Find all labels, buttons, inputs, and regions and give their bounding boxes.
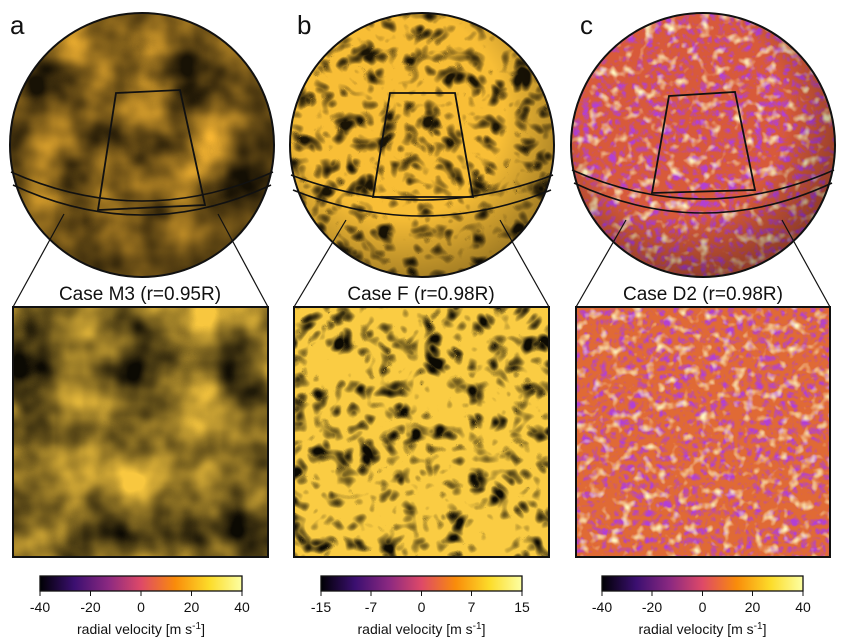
sphere-a-equator	[10, 171, 274, 202]
panel-title-c: Case D2 (r=0.98R)	[623, 284, 783, 305]
colorbar-c-tick: 40	[795, 599, 811, 615]
sphere-a-region-box	[96, 89, 207, 211]
colorbar-a-tick: 0	[137, 599, 145, 615]
panel-title-a: Case M3 (r=0.95R)	[59, 284, 221, 305]
colorbar-c-tick: 20	[745, 599, 761, 615]
colorbar-b-label: radial velocity [m s-1]	[358, 621, 486, 637]
colorbar-a-label: radial velocity [m s-1]	[77, 621, 205, 637]
zoom-line-a-left	[12, 213, 65, 308]
colorbar-b: -15 -7 0 7 15 radial velocity [m s-1]	[311, 575, 530, 637]
colorbar-a-tick: 40	[234, 599, 250, 615]
colorbar-b-tick: 15	[514, 599, 530, 615]
panel-a: a Case M3 (r=0.95R) -40 -20	[9, 10, 275, 637]
colorbar-c-tick: -20	[642, 599, 662, 615]
colorbar-c-tick: 0	[699, 599, 707, 615]
colorbar-c: -40 -20 0 20 40 radial velocity [m s-1]	[592, 575, 811, 637]
sphere-b-outline	[289, 12, 555, 278]
panel-letter-b: b	[297, 10, 311, 40]
sphere-a	[10, 13, 274, 277]
zoom-line-a-right	[217, 213, 269, 308]
sphere-b-region-box	[371, 92, 475, 198]
sphere-b-equator	[290, 174, 554, 201]
zoom-line-c-right	[781, 219, 831, 308]
zoom-line-b-right	[499, 219, 550, 308]
zoom-line-b-left	[293, 219, 347, 308]
colorbar-b-tick: -7	[365, 599, 378, 615]
zoom-image-b	[293, 306, 550, 558]
colorbar-a-tick: -40	[30, 599, 50, 615]
sphere-c-equator	[571, 169, 835, 200]
zoom-image-a	[12, 306, 269, 558]
colorbar-b-tick: 0	[418, 599, 426, 615]
sphere-a-outline	[9, 12, 275, 278]
sphere-c-latitude	[573, 182, 833, 214]
sphere-b-latitude	[292, 189, 552, 217]
panel-title-b: Case F (r=0.98R)	[347, 284, 494, 305]
sphere-b	[290, 13, 554, 277]
panel-c: c Case D2 (r=0.98R) -40 -20	[570, 10, 836, 637]
sphere-c	[571, 13, 835, 277]
zoom-image-c	[575, 306, 831, 558]
colorbar-b-tick: 7	[468, 599, 476, 615]
colorbar-b-tick: -15	[311, 599, 331, 615]
colorbar-a-tick: -20	[80, 599, 100, 615]
colorbar-c-tick: -40	[592, 599, 612, 615]
zoom-line-c-left	[575, 219, 627, 308]
panel-letter-c: c	[580, 10, 593, 40]
sphere-c-outline	[570, 12, 836, 278]
panel-letter-a: a	[10, 10, 25, 40]
colorbar-a: -40 -20 0 20 40 radial velocity [m s-1]	[30, 575, 250, 637]
sphere-c-region-box	[650, 91, 757, 194]
colorbar-a-tick: 20	[184, 599, 200, 615]
panel-b: b Case F (r=0.98R) -15 -7	[289, 10, 555, 637]
sphere-a-latitude	[12, 184, 272, 216]
colorbar-c-label: radial velocity [m s-1]	[639, 621, 767, 637]
